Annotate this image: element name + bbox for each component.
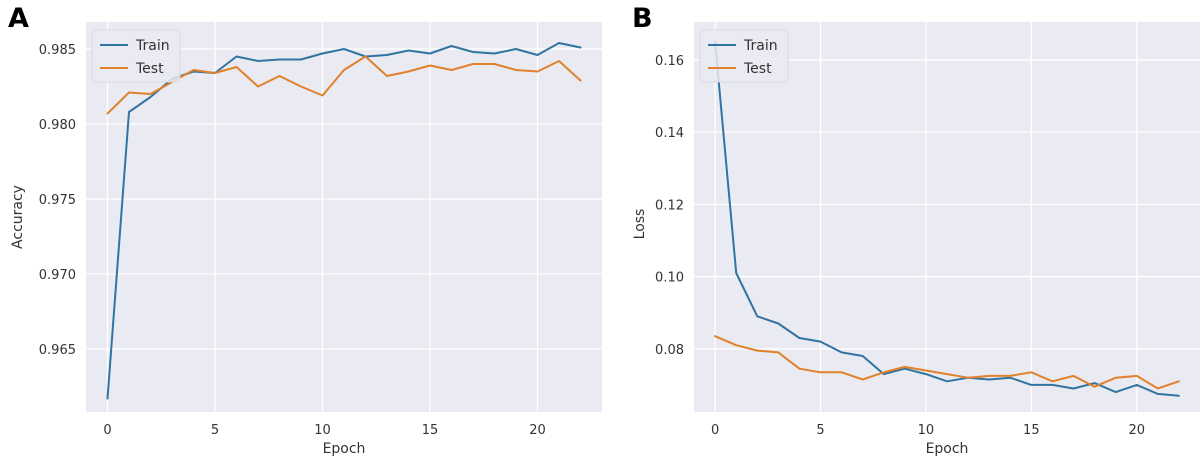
legend-label-train: Train: [135, 38, 170, 54]
panel-letter: A: [8, 3, 29, 34]
y-tick-label: 0.16: [655, 54, 684, 69]
y-tick-label: 0.975: [39, 193, 76, 208]
legend-label-train: Train: [743, 38, 778, 54]
legend: Train Test: [91, 29, 181, 83]
y-tick-label: 0.965: [39, 343, 76, 358]
x-tick-label: 10: [314, 423, 331, 438]
series-line-test: [714, 335, 1180, 390]
panel-a: A 0 5 10 15 20 0.965 0.970 0.975 0.980 0.985 Epoch A…: [8, 3, 602, 457]
y-axis-label: Accuracy: [10, 185, 26, 249]
legend: Train Test: [699, 29, 789, 83]
y-tick-label: 0.10: [655, 271, 684, 286]
x-tick-label: 10: [918, 423, 935, 438]
x-tick-label: 5: [211, 423, 219, 438]
series-line-test: [106, 55, 582, 115]
x-tick-label: 20: [1128, 423, 1145, 438]
x-tick-label: 5: [816, 423, 824, 438]
y-tick-label: 0.985: [39, 43, 76, 58]
x-tick-label: 0: [711, 423, 719, 438]
x-tick-label: 15: [1023, 423, 1040, 438]
x-axis-label: Epoch: [323, 441, 366, 457]
x-tick-label: 20: [529, 423, 546, 438]
y-tick-label: 0.12: [655, 198, 684, 213]
panel-letter: B: [632, 3, 653, 34]
y-axis-label: Loss: [632, 209, 648, 240]
series-line-train: [714, 40, 1180, 397]
y-tick-label: 0.970: [39, 268, 76, 283]
x-tick-label: 0: [103, 423, 111, 438]
y-tick-label: 0.980: [39, 118, 76, 133]
plot-area: [86, 22, 602, 412]
legend-label-test: Test: [743, 61, 772, 77]
y-tick-label: 0.08: [655, 343, 684, 358]
x-tick-label: 15: [422, 423, 439, 438]
panel-b: B 0 5 10 15 20 0.08 0.10 0.12 0.14 0.16 Epoch Loss Tr…: [632, 3, 1200, 457]
y-tick-label: 0.14: [655, 126, 684, 141]
plot-area: [694, 22, 1200, 412]
legend-label-test: Test: [135, 61, 164, 77]
x-axis-label: Epoch: [926, 441, 969, 457]
